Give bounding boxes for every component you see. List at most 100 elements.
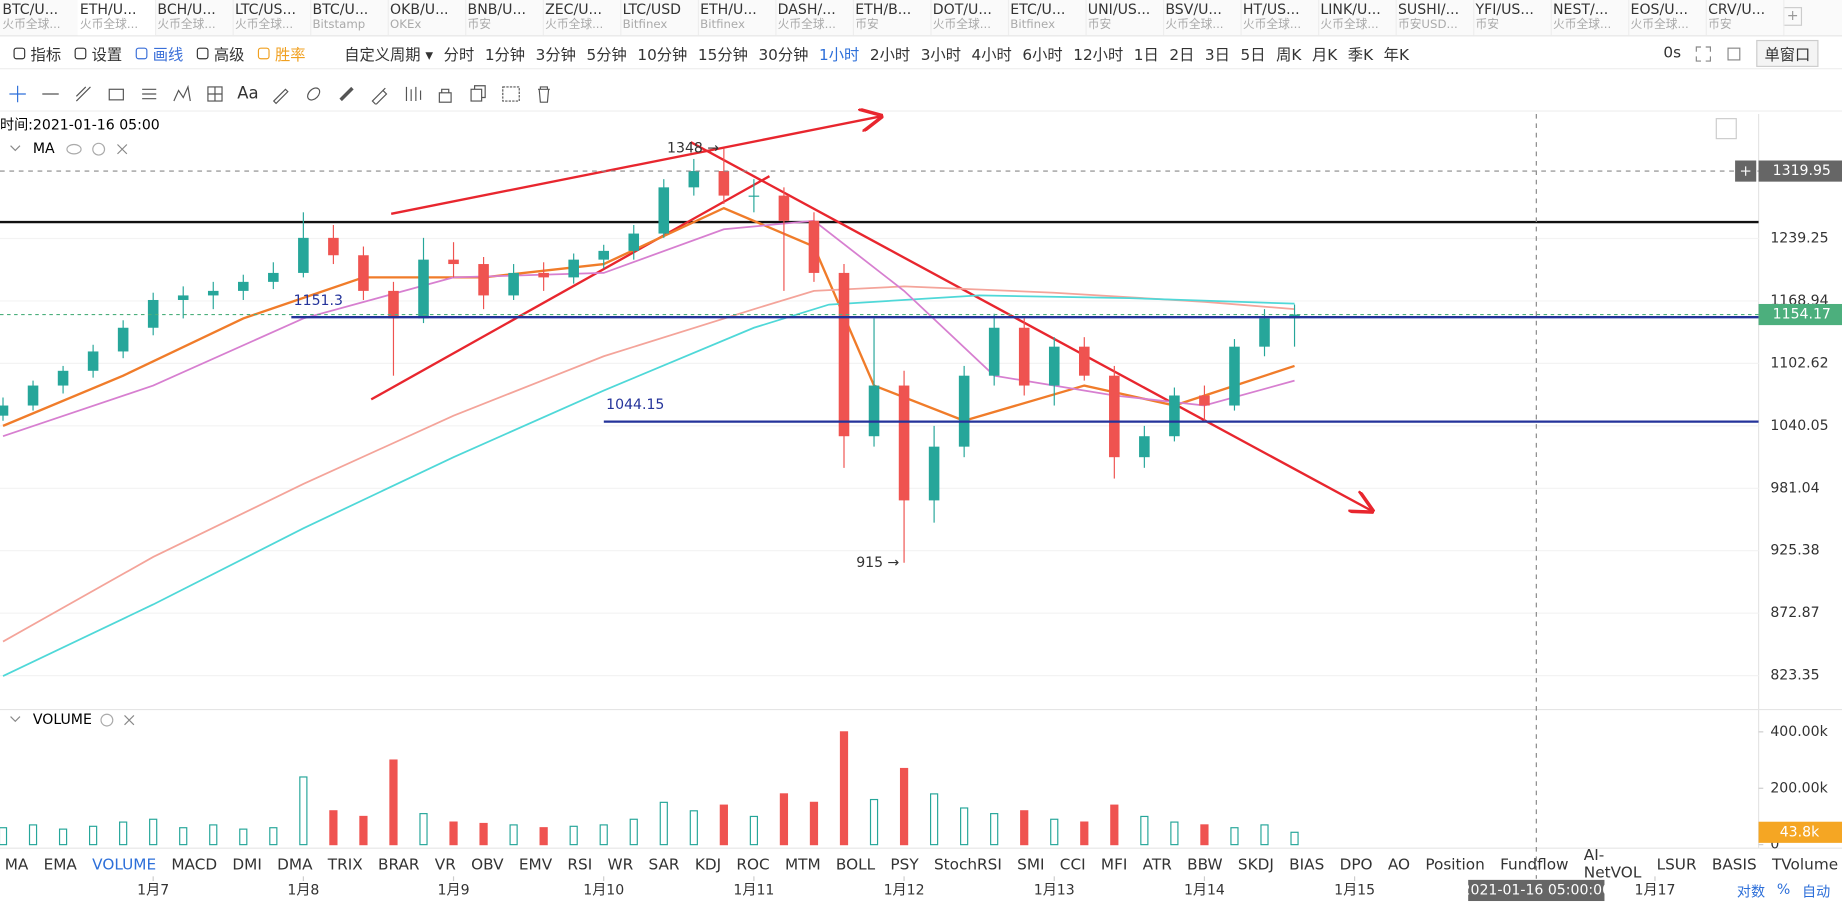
drawn-arrow[interactable] [690, 141, 1372, 511]
period[interactable]: 季K [1347, 46, 1374, 65]
indicator-tab[interactable]: BRAR [377, 855, 420, 874]
pen-tool[interactable] [369, 83, 390, 105]
tab[interactable]: BNB/U... 币安 [465, 0, 544, 36]
toolbar-item[interactable]: 指标 [12, 42, 61, 65]
period[interactable]: 15分钟 [697, 46, 748, 65]
indicator-tab[interactable]: BBW [1187, 855, 1223, 874]
lock-tool[interactable] [435, 83, 456, 104]
indicator-tab[interactable]: OBV [471, 855, 504, 874]
tab[interactable]: OKB/U... OKEx [388, 0, 467, 36]
indicator-tab[interactable]: BASIS [1711, 855, 1757, 874]
scale-option[interactable]: 对数 [1736, 883, 1766, 900]
collapse-icon[interactable] [10, 716, 21, 723]
toolbar-item[interactable]: 高级 [195, 42, 244, 65]
measure-tool[interactable] [204, 83, 225, 104]
indicator-tab[interactable]: TRIX [327, 855, 363, 874]
settings-icon[interactable] [92, 142, 106, 156]
close-icon[interactable] [117, 144, 128, 155]
indicator-tab[interactable]: VOLUME [92, 855, 157, 874]
copy-tool[interactable] [468, 83, 489, 104]
indicator-tab[interactable]: AO [1387, 855, 1411, 874]
indicator-tab[interactable]: ROC [736, 855, 770, 874]
toolbar-item[interactable]: 画线 [134, 42, 183, 65]
trend-tool[interactable] [73, 83, 94, 104]
indicator-tab[interactable]: RSI [567, 855, 593, 874]
indicator-tab[interactable]: VR [434, 855, 456, 874]
period[interactable]: 月K [1311, 46, 1338, 65]
period[interactable]: 年K [1383, 46, 1409, 65]
indicator-tab[interactable]: BIAS [1289, 855, 1325, 874]
indicator-tab[interactable]: LSUR [1656, 855, 1697, 874]
fib-tool[interactable] [139, 83, 160, 104]
tab[interactable]: CRV/U... 币安 [1706, 0, 1785, 36]
tab[interactable]: ZEC/U... 火币全球... [543, 0, 622, 36]
period[interactable]: 3日 [1204, 46, 1230, 65]
tab[interactable]: ETH/U... 火币全球... [77, 0, 157, 36]
tab[interactable]: BCH/U... 火币全球... [155, 0, 234, 36]
tab[interactable]: BTC/U... Bitstamp [310, 0, 389, 36]
indicator-tab[interactable]: TVolume [1771, 855, 1839, 874]
tab[interactable]: BSV/U... 火币全球... [1163, 0, 1242, 36]
indicator-tab[interactable]: DMA [277, 855, 313, 874]
period[interactable]: 3小时 [920, 46, 961, 65]
line-tool[interactable] [40, 83, 61, 104]
indicator-tab[interactable]: KDJ [694, 855, 722, 874]
drawn-arrow[interactable] [390, 116, 881, 215]
period[interactable]: 10分钟 [637, 46, 688, 65]
indicator-tab[interactable]: StochRSI [933, 855, 1002, 874]
period[interactable]: 4小时 [971, 46, 1012, 65]
tab[interactable]: SUSHI/... 币安USD... [1396, 0, 1475, 36]
indicator-tab[interactable]: DMI [232, 855, 262, 874]
tab[interactable]: ETH/B... 币安 [853, 0, 932, 36]
period[interactable]: 5日 [1240, 46, 1266, 65]
settings-tool[interactable] [501, 83, 522, 104]
indicator-tab[interactable]: CCI [1059, 855, 1086, 874]
close-icon[interactable] [124, 715, 135, 726]
indicator-tab[interactable]: WR [607, 855, 634, 874]
period-menu[interactable]: 自定义周期 ▾ [344, 46, 434, 65]
indicator-tab[interactable]: SKDJ [1237, 855, 1274, 874]
indicator-tab[interactable]: ATR [1142, 855, 1172, 874]
text-tool[interactable]: Aa [237, 84, 259, 104]
scale-option[interactable]: % [1776, 881, 1791, 898]
tab[interactable]: LTC/US... 火币全球... [233, 0, 312, 36]
tab[interactable]: LINK/U... 火币全球... [1318, 0, 1397, 36]
indicator-tab[interactable]: AI-NetVOL [1583, 846, 1642, 883]
tab[interactable]: NEST/... 火币全球... [1551, 0, 1630, 36]
indicator-tab[interactable]: MACD [171, 855, 218, 874]
fullscreen-icon[interactable] [1695, 45, 1711, 62]
indicator-tab[interactable]: EMV [518, 855, 553, 874]
indicator-tab[interactable]: PSY [890, 855, 919, 874]
tab[interactable]: DASH/... 火币全球... [775, 0, 855, 36]
indicator-tab[interactable]: DPO [1339, 855, 1373, 874]
indicator-tab[interactable]: MTM [784, 855, 821, 874]
tab[interactable]: YFI/US... 币安 [1473, 0, 1552, 36]
settings-icon[interactable] [100, 713, 114, 727]
period[interactable]: 2日 [1169, 46, 1195, 65]
collapse-icon[interactable] [10, 145, 21, 152]
period[interactable]: 分时 [443, 46, 475, 65]
tab[interactable]: DOT/U... 火币全球... [930, 0, 1010, 36]
period[interactable]: 1小时 [819, 46, 860, 65]
expand-icon[interactable] [1715, 118, 1737, 140]
delete-tool[interactable] [534, 83, 555, 104]
toolbar-item[interactable]: 胜率 [256, 42, 306, 65]
ruler-tool[interactable] [336, 83, 357, 104]
period[interactable]: 5分钟 [586, 46, 627, 65]
tab[interactable]: ETH/U... Bitfinex [698, 0, 777, 36]
indicator-tab[interactable]: MFI [1100, 855, 1128, 874]
eraser-tool[interactable] [303, 83, 324, 104]
period[interactable]: 周K [1276, 46, 1302, 65]
period[interactable]: 6小时 [1022, 46, 1063, 65]
tab[interactable]: ETC/U... Bitfinex [1008, 0, 1087, 36]
indicator-tab[interactable]: SMI [1017, 855, 1045, 874]
window-mode[interactable]: 单窗口 [1756, 39, 1819, 67]
period[interactable]: 1日 [1133, 46, 1159, 65]
scale-option[interactable]: 自动 [1802, 883, 1831, 900]
tab[interactable]: EOS/U... 火币全球... [1628, 0, 1707, 36]
indicator-tab[interactable]: BOLL [835, 855, 876, 874]
eye-icon[interactable] [66, 143, 82, 155]
indicator-tab[interactable]: SAR [648, 855, 680, 874]
tab[interactable]: HT/US... 火币全球... [1241, 0, 1320, 36]
toolbar-item[interactable]: 设置 [73, 42, 122, 65]
